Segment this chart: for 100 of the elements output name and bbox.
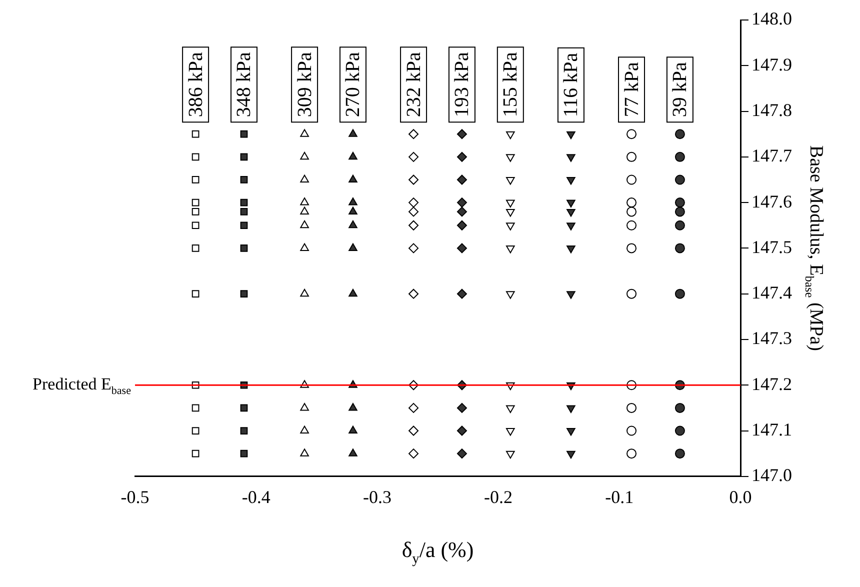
point [566, 291, 576, 299]
point [626, 243, 637, 254]
point [674, 206, 685, 217]
x-tick-label: -0.3 [362, 486, 392, 507]
point [192, 427, 200, 434]
point [348, 206, 358, 214]
point [506, 428, 515, 436]
point [626, 426, 637, 436]
point [240, 222, 248, 230]
text: 116 kPa [560, 52, 582, 118]
point [408, 402, 419, 413]
point [300, 402, 309, 411]
y-tick-label: 147.7 [752, 146, 792, 166]
point [674, 220, 685, 230]
point [506, 222, 515, 230]
point [456, 448, 467, 459]
point [192, 290, 200, 298]
point [240, 153, 248, 161]
point [408, 448, 419, 459]
point [348, 198, 358, 206]
point [408, 426, 419, 436]
point [300, 152, 309, 160]
point [674, 402, 685, 413]
x-tick-label: -0.4 [242, 486, 270, 507]
point [506, 245, 515, 254]
text: 232 kPa [402, 52, 425, 118]
point [626, 129, 637, 140]
point [192, 404, 200, 412]
point [348, 288, 358, 297]
point [626, 174, 637, 185]
point [674, 288, 685, 299]
point [566, 222, 576, 230]
point [300, 198, 309, 206]
point [300, 243, 309, 251]
y-tick-label: 147.4 [752, 282, 792, 303]
point [240, 427, 248, 434]
point [566, 208, 576, 217]
point [566, 176, 576, 185]
point [192, 208, 200, 216]
point [456, 129, 467, 140]
point [300, 174, 309, 182]
point [300, 426, 309, 434]
point [192, 176, 200, 184]
point [626, 220, 637, 230]
point [674, 129, 685, 140]
point [192, 450, 200, 458]
point [566, 200, 576, 208]
point [674, 152, 685, 162]
point [506, 208, 515, 217]
point [348, 129, 358, 137]
point [626, 206, 637, 217]
point [240, 450, 248, 458]
point [240, 176, 248, 184]
point [456, 198, 467, 208]
point [408, 220, 419, 230]
point [506, 154, 515, 162]
point [348, 402, 358, 411]
x-tick-label: 0.0 [729, 486, 752, 507]
point [408, 152, 419, 162]
point [240, 198, 248, 206]
point [348, 152, 358, 160]
point [300, 448, 309, 456]
point [408, 174, 419, 185]
point [192, 153, 200, 161]
point [626, 448, 637, 459]
point [456, 152, 467, 162]
point [240, 290, 248, 298]
point [456, 426, 467, 436]
point [240, 404, 248, 412]
point [348, 426, 358, 434]
y-tick-label: 147.8 [752, 100, 792, 120]
point [456, 206, 467, 217]
point [408, 198, 419, 208]
point [456, 402, 467, 413]
point [506, 291, 515, 299]
text: 386 kPa [184, 52, 207, 118]
y-tick-label: 147.9 [752, 54, 792, 74]
x-tick-label: -0.5 [120, 486, 150, 507]
point [408, 206, 419, 217]
y-tick-label: 147.5 [752, 236, 792, 257]
point [506, 200, 515, 208]
point [456, 243, 467, 254]
text: 77 kPa [620, 62, 643, 118]
point [506, 405, 515, 413]
point [300, 206, 309, 214]
point [192, 198, 200, 206]
point [674, 174, 685, 185]
point [566, 245, 576, 254]
point [348, 243, 358, 251]
point [456, 288, 467, 299]
point [408, 288, 419, 299]
point [192, 130, 200, 138]
point [674, 426, 685, 436]
point [566, 154, 576, 162]
text: 39 kPa [669, 62, 692, 118]
x-tick-label: -0.2 [484, 486, 513, 507]
point [674, 198, 685, 208]
point [240, 130, 248, 138]
y-tick-label: 147.3 [752, 328, 792, 348]
point [300, 220, 309, 228]
